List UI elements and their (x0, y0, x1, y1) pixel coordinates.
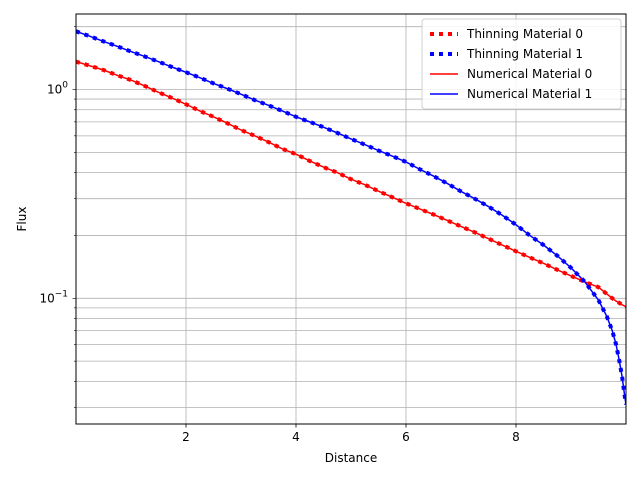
legend-label: Thinning Material 1 (466, 47, 583, 61)
legend-label: Numerical Material 0 (467, 67, 592, 81)
x-tick-label: 2 (182, 430, 190, 444)
legend-box (421, 18, 622, 110)
plot-frame (75, 13, 627, 425)
series-layer (76, 29, 626, 405)
y-tick-label: 10−1 (39, 289, 68, 305)
legend: Thinning Material 0 Thinning Material 1 Nu… (421, 18, 622, 110)
x-tick-label: 6 (402, 430, 410, 444)
series-line-thinning-material-1 (76, 29, 626, 405)
x-tick-label: 8 (512, 430, 520, 444)
legend-label: Numerical Material 1 (467, 87, 592, 101)
x-axis-ticks: 2 4 6 8 (182, 424, 520, 444)
legend-label: Thinning Material 0 (466, 27, 583, 41)
y-axis-ticks: 10−1 100 (39, 26, 76, 408)
x-tick-label: 4 (292, 430, 300, 444)
grid (76, 14, 626, 424)
y-tick-label: 100 (47, 81, 68, 97)
x-axis-label: Distance (325, 451, 377, 465)
y-axis-label: Flux (15, 207, 29, 232)
series-line-thinning-material-0 (76, 59, 626, 309)
